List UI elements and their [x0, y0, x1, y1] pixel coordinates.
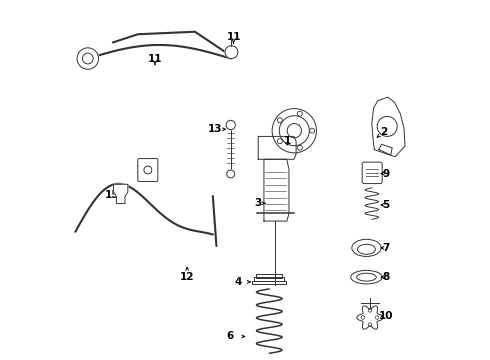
Text: 8: 8 — [383, 272, 390, 282]
Polygon shape — [264, 159, 289, 221]
Circle shape — [226, 120, 235, 130]
Text: 1: 1 — [284, 136, 291, 146]
Ellipse shape — [352, 239, 381, 256]
Circle shape — [272, 109, 317, 153]
Circle shape — [227, 170, 235, 178]
Text: 10: 10 — [379, 311, 393, 321]
Text: 5: 5 — [383, 200, 390, 210]
Text: 14: 14 — [136, 165, 150, 175]
Text: 7: 7 — [382, 243, 390, 253]
Circle shape — [77, 48, 98, 69]
FancyBboxPatch shape — [138, 158, 158, 181]
Polygon shape — [252, 281, 287, 284]
Text: 12: 12 — [180, 272, 195, 282]
Ellipse shape — [351, 270, 382, 284]
Text: 2: 2 — [380, 127, 387, 137]
Text: 13: 13 — [207, 124, 222, 134]
Polygon shape — [114, 184, 128, 203]
Polygon shape — [372, 97, 405, 157]
Polygon shape — [258, 136, 296, 159]
Text: 6: 6 — [226, 332, 234, 342]
Text: 3: 3 — [254, 198, 261, 208]
Text: 15: 15 — [105, 190, 120, 200]
Polygon shape — [254, 277, 284, 281]
Text: 9: 9 — [383, 168, 390, 179]
Text: 11: 11 — [147, 54, 162, 64]
Polygon shape — [357, 306, 383, 329]
Text: 11: 11 — [226, 32, 241, 42]
Polygon shape — [256, 274, 282, 278]
Text: 4: 4 — [234, 277, 242, 287]
Circle shape — [225, 46, 238, 59]
FancyBboxPatch shape — [362, 162, 382, 184]
